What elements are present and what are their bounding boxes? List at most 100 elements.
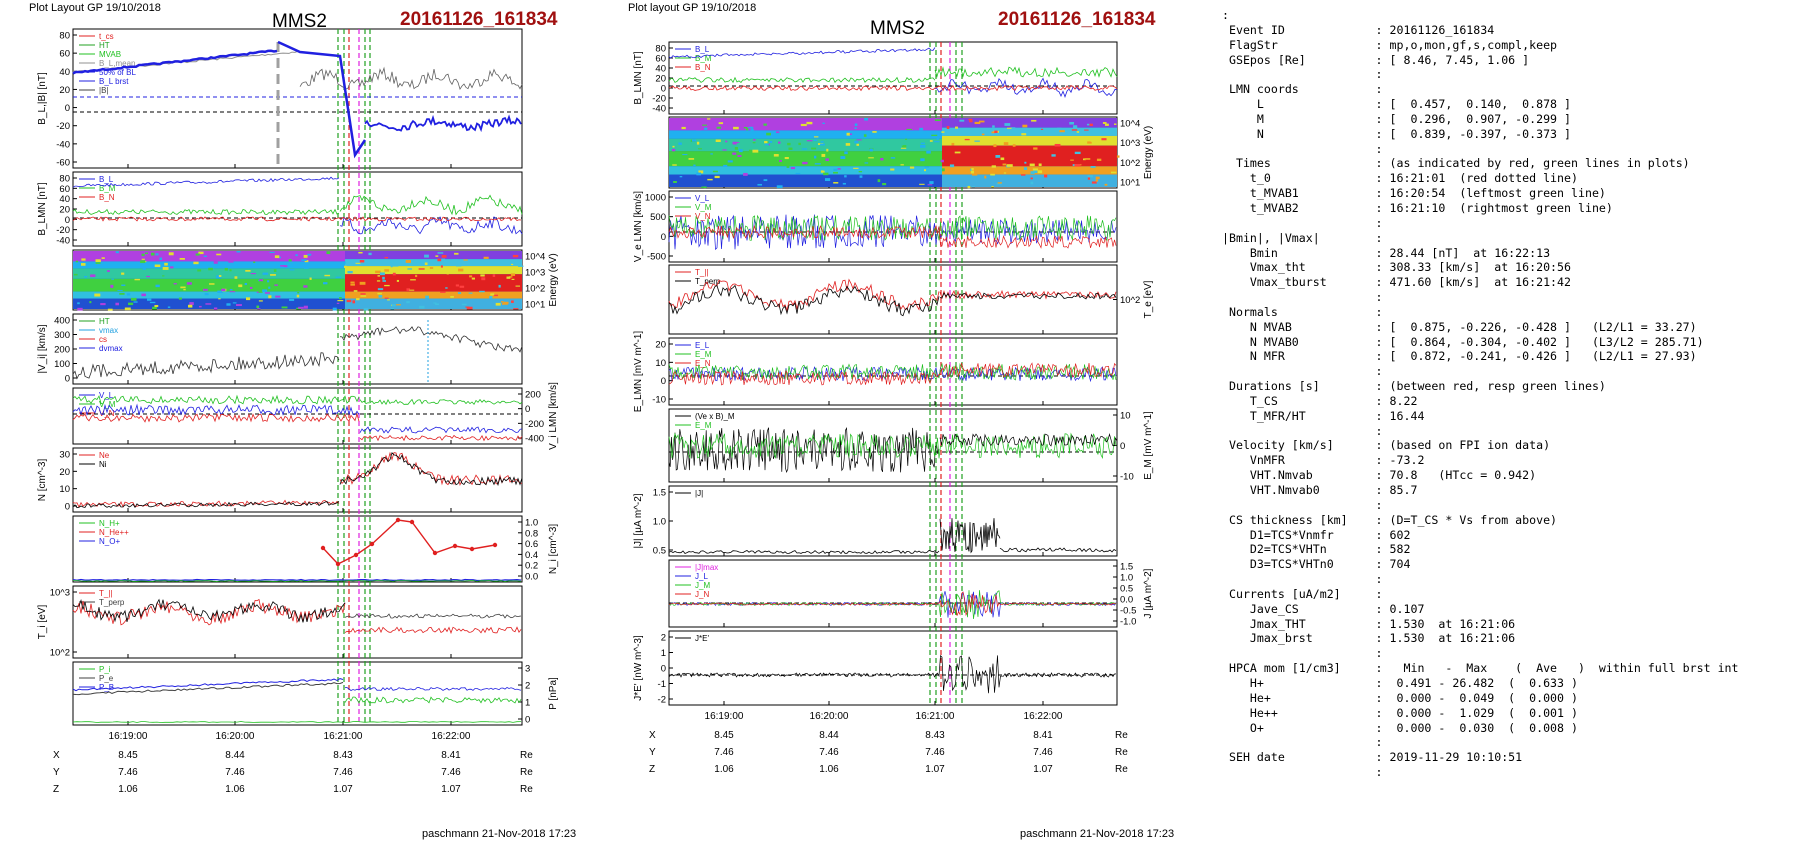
spectrogram-pixel — [121, 284, 126, 286]
spectrogram-pixel — [173, 283, 177, 285]
position-row-label: Y — [53, 767, 60, 778]
info-line: SEH date : 2019-11-29 10:10:51 — [1222, 750, 1523, 765]
spectrogram-band — [73, 278, 345, 292]
spectrogram-pixel — [508, 276, 513, 278]
y-tick-label-right: 10^2 — [525, 284, 545, 295]
spectrogram-band — [73, 291, 345, 299]
spectrogram-pixel — [133, 301, 138, 303]
info-line: D1=TCS*Vnmfr : 602 — [1222, 527, 1411, 542]
info-line: D2=TCS*VHTn : 582 — [1222, 542, 1411, 557]
panel-frame — [72, 447, 523, 513]
spectrogram-pixel — [511, 300, 514, 303]
spectrogram-pixel — [249, 286, 253, 289]
spectrogram-pixel — [356, 298, 360, 301]
info-line: H+ : 0.491 - 26.482 ( 0.633 ) — [1222, 675, 1578, 690]
spectrogram-pixel — [236, 251, 241, 253]
spectrogram-pixel — [246, 297, 251, 301]
y-tick-label: 100 — [54, 359, 70, 370]
spectrogram-pixel — [377, 292, 382, 295]
spectrogram-pixel — [303, 305, 308, 309]
spectrogram-pixel — [350, 283, 355, 286]
spectrogram-pixel — [296, 294, 300, 298]
spectrogram-pixel — [117, 289, 123, 291]
spectrogram-pixel — [387, 299, 390, 301]
legend-entry: MVAB — [99, 50, 121, 59]
spectrogram-pixel — [375, 270, 381, 274]
spectrogram-pixel — [455, 265, 462, 267]
spectrogram-pixel — [234, 276, 238, 279]
spectrogram-pixel — [281, 306, 288, 309]
spectrogram-pixel — [455, 284, 460, 287]
he-density-point — [409, 519, 415, 525]
he-density-point — [369, 541, 375, 547]
spectrogram-pixel — [352, 300, 356, 304]
spectrogram-pixel — [298, 306, 304, 309]
he-density-point — [452, 543, 458, 549]
spectrogram-pixel — [471, 277, 475, 280]
he-density-point — [335, 561, 341, 567]
spectrogram-pixel — [229, 269, 232, 272]
info-line: Jave_CS : 0.107 — [1222, 601, 1425, 616]
spectrogram-pixel — [513, 308, 519, 310]
spectrogram-pixel — [269, 251, 275, 254]
spectrogram-pixel — [228, 260, 232, 263]
spectrogram-pixel — [363, 308, 369, 311]
info-line: CS thickness [km] : (D=T_CS * Vs from ab… — [1222, 512, 1558, 527]
he-density-point — [395, 517, 401, 523]
spectrogram-pixel — [146, 298, 152, 301]
panel-frame — [72, 387, 523, 445]
spectrogram-pixel — [226, 303, 231, 306]
time-tick-label: 16:20:00 — [216, 731, 255, 742]
spectrogram-pixel — [384, 269, 390, 272]
info-line: Currents [uA/m2] : — [1222, 586, 1383, 601]
spectrogram-pixel — [180, 286, 186, 289]
legend-entry: B_L brst — [99, 77, 129, 86]
spectrogram-pixel — [359, 260, 365, 263]
spectrogram-pixel — [434, 270, 439, 273]
spectrogram-pixel — [229, 288, 233, 291]
spectrogram-pixel — [347, 270, 353, 274]
spectrogram-pixel — [195, 253, 200, 256]
y-tick-label-right: 0.2 — [525, 561, 538, 572]
spectrogram-pixel — [119, 292, 125, 295]
middle-layout-label: Plot layout GP 19/10/2018 — [628, 2, 757, 14]
spectrogram-pixel — [203, 288, 208, 291]
spectrogram-pixel — [344, 265, 347, 269]
spectrogram-pixel — [458, 292, 462, 294]
spectrogram-pixel — [163, 257, 168, 259]
spectrogram-pixel — [159, 257, 163, 261]
spectrogram-pixel — [446, 272, 449, 275]
spectrogram-pixel — [452, 292, 458, 295]
spectrogram-band — [73, 268, 345, 279]
left-event-title: 20161126_161834 — [400, 9, 558, 30]
y-tick-label-right: 2 — [525, 681, 530, 692]
spectrogram-pixel — [450, 295, 454, 298]
left-panel: 80 60 40 20 0 -20 -40 -60 B_L,|B| [nT] t_csHTMVAB… — [37, 28, 523, 169]
spectrogram-pixel — [390, 307, 395, 310]
y-axis-label: T_i [eV] — [37, 605, 48, 640]
spectrogram-pixel — [267, 280, 270, 283]
info-line: t_0 : 16:21:01 (red dotted line) — [1222, 171, 1578, 186]
spectrogram-pixel — [216, 275, 222, 279]
spectrogram-pixel — [377, 275, 380, 277]
spectrogram-pixel — [463, 259, 468, 261]
spectrogram-pixel — [458, 268, 464, 272]
spectrogram-pixel — [407, 268, 413, 270]
spectrogram-pixel — [208, 267, 213, 271]
spectrogram-pixel — [204, 293, 209, 296]
spectrogram-pixel — [430, 261, 434, 264]
spectrogram-pixel — [262, 272, 269, 275]
spectrogram-pixel — [245, 269, 251, 272]
spectrogram-pixel — [77, 302, 80, 305]
info-line: N : [ 0.839, -0.397, -0.373 ] — [1222, 126, 1572, 141]
info-line: GSEpos [Re] : [ 8.46, 7.45, 1.06 ] — [1222, 52, 1530, 67]
left-layout-label: Plot Layout GP 19/10/2018 — [29, 2, 161, 14]
spectrogram-pixel — [84, 276, 88, 278]
y-tick-label: 400 — [54, 316, 70, 327]
info-line: : — [1222, 423, 1383, 438]
spectrogram-pixel — [258, 300, 263, 302]
legend-entry: t_cs — [99, 32, 114, 41]
info-line: : — [1222, 364, 1383, 379]
